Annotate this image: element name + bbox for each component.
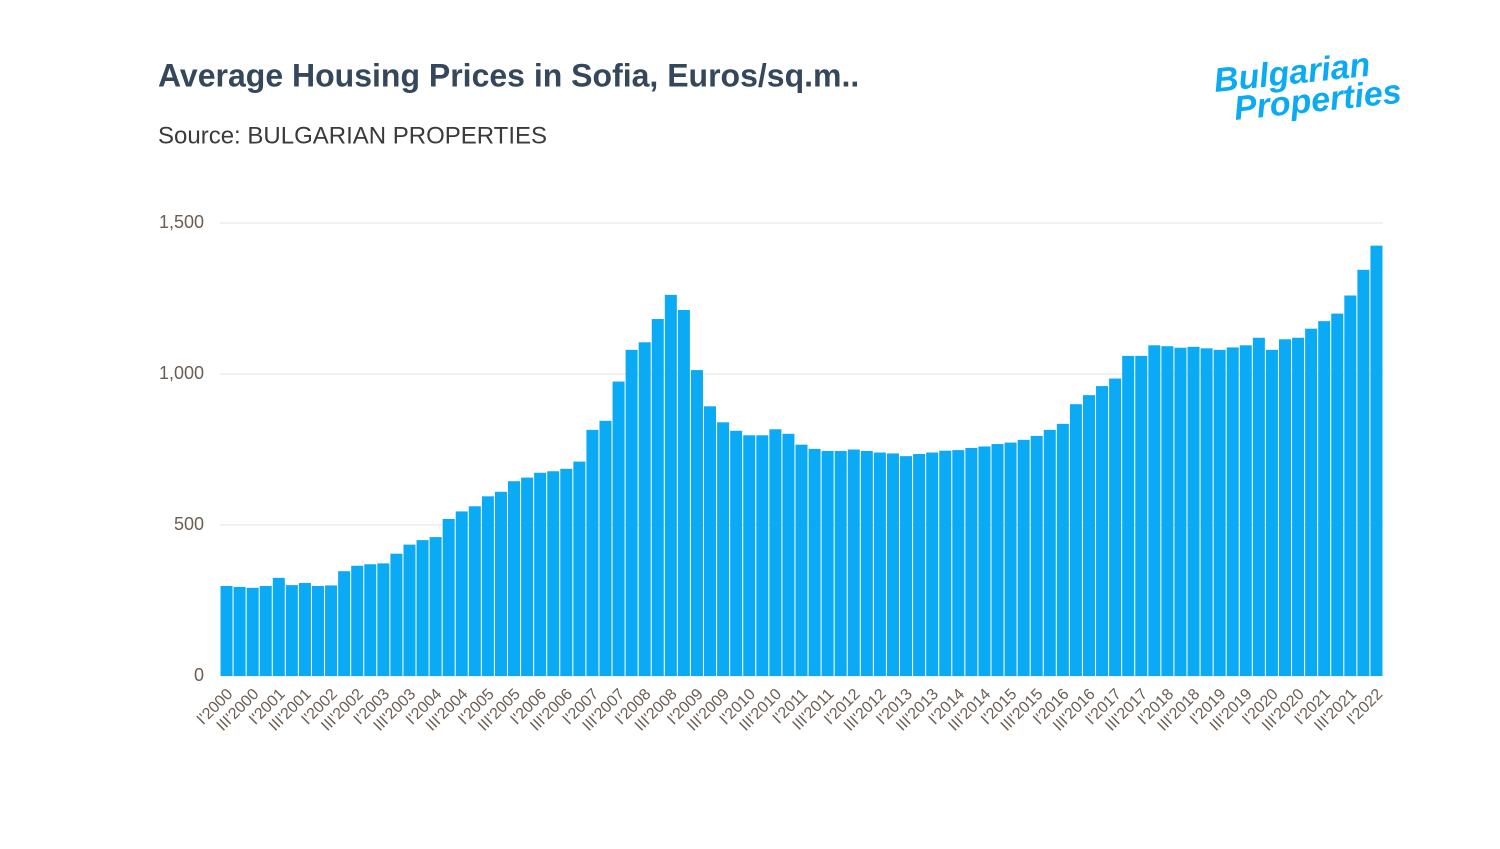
bar: [952, 450, 965, 676]
bar: [900, 456, 913, 676]
bar: [1292, 337, 1305, 676]
bar: [834, 451, 847, 676]
bar: [1344, 295, 1357, 676]
bar: [1135, 355, 1148, 676]
chart-subtitle: Source: BULGARIAN PROPERTIES: [158, 122, 547, 149]
chart-title: Average Housing Prices in Sofia, Euros/s…: [158, 57, 859, 93]
bar: [220, 586, 233, 676]
bar: [1318, 321, 1331, 676]
bar: [390, 553, 403, 676]
bar: [965, 447, 978, 676]
bar: [638, 342, 651, 676]
bar: [586, 429, 599, 676]
bar: [886, 453, 899, 676]
bar: [1200, 348, 1213, 676]
y-tick-label: 1,500: [159, 212, 204, 232]
bar: [455, 511, 468, 676]
bar: [1226, 347, 1239, 676]
bar: [1069, 404, 1082, 676]
bar: [599, 420, 612, 676]
bar: [494, 491, 507, 676]
bar: [285, 585, 298, 676]
bar: [298, 582, 311, 676]
bar: [795, 444, 808, 676]
bar: [560, 468, 573, 676]
bar: [573, 461, 586, 676]
bar: [1030, 435, 1043, 676]
bar: [1239, 345, 1252, 676]
bar: [1109, 378, 1122, 676]
bar: [1004, 442, 1017, 676]
bar: [769, 429, 782, 676]
bar: [272, 577, 285, 676]
bar: [468, 506, 481, 676]
bar: [612, 381, 625, 676]
bar: [1122, 355, 1135, 676]
bar: [1082, 395, 1095, 676]
bar: [311, 586, 325, 676]
bar: [1305, 328, 1318, 676]
bar: [1148, 345, 1161, 676]
bar: [1056, 423, 1069, 676]
bar: [1331, 313, 1344, 676]
bar: [991, 444, 1004, 676]
bar: [743, 435, 756, 676]
bar: [233, 586, 246, 676]
bar: [1370, 245, 1383, 676]
bar: [677, 309, 690, 676]
bar: [508, 481, 521, 676]
bar: [1252, 337, 1265, 676]
bar: [1043, 429, 1056, 676]
bar: [416, 540, 429, 676]
bar: [808, 448, 821, 676]
bar: [1096, 386, 1109, 676]
bar: [442, 518, 455, 676]
bar: [978, 446, 991, 676]
bar: [860, 451, 873, 676]
bar: [429, 537, 442, 676]
bar: [246, 587, 259, 676]
y-tick-label: 0: [194, 665, 204, 685]
y-tick-label: 500: [174, 514, 204, 534]
bar: [1161, 346, 1174, 676]
bar: [259, 586, 272, 676]
bar: [704, 406, 717, 676]
bar: [351, 565, 364, 676]
bar: [403, 544, 416, 676]
bar: [364, 564, 377, 676]
bar: [873, 452, 886, 676]
bar: [547, 471, 560, 676]
bar: [1213, 349, 1226, 676]
bar: [913, 454, 926, 676]
bar: [325, 585, 338, 676]
bar: [1187, 346, 1200, 676]
bar: [756, 435, 769, 676]
bar: [730, 430, 743, 676]
bar: [690, 370, 703, 676]
bar: [338, 571, 351, 676]
bar: [521, 477, 534, 676]
bar: [1357, 269, 1370, 676]
bar: [926, 452, 939, 676]
bar: [664, 294, 677, 676]
logo: Bulgarian Properties: [1212, 46, 1403, 128]
bar: [1278, 339, 1292, 676]
bar: [1265, 349, 1278, 676]
bar: [534, 472, 547, 676]
bar: [651, 319, 664, 676]
bar: [377, 563, 390, 676]
bar: [1174, 347, 1187, 676]
bar: [481, 496, 494, 676]
bar: [625, 349, 638, 676]
y-tick-label: 1,000: [159, 363, 204, 383]
bar: [939, 450, 952, 676]
bar: [1017, 439, 1030, 676]
bar: [717, 422, 730, 676]
bar: [782, 433, 795, 676]
bar: [821, 451, 834, 676]
bar: [847, 449, 860, 676]
